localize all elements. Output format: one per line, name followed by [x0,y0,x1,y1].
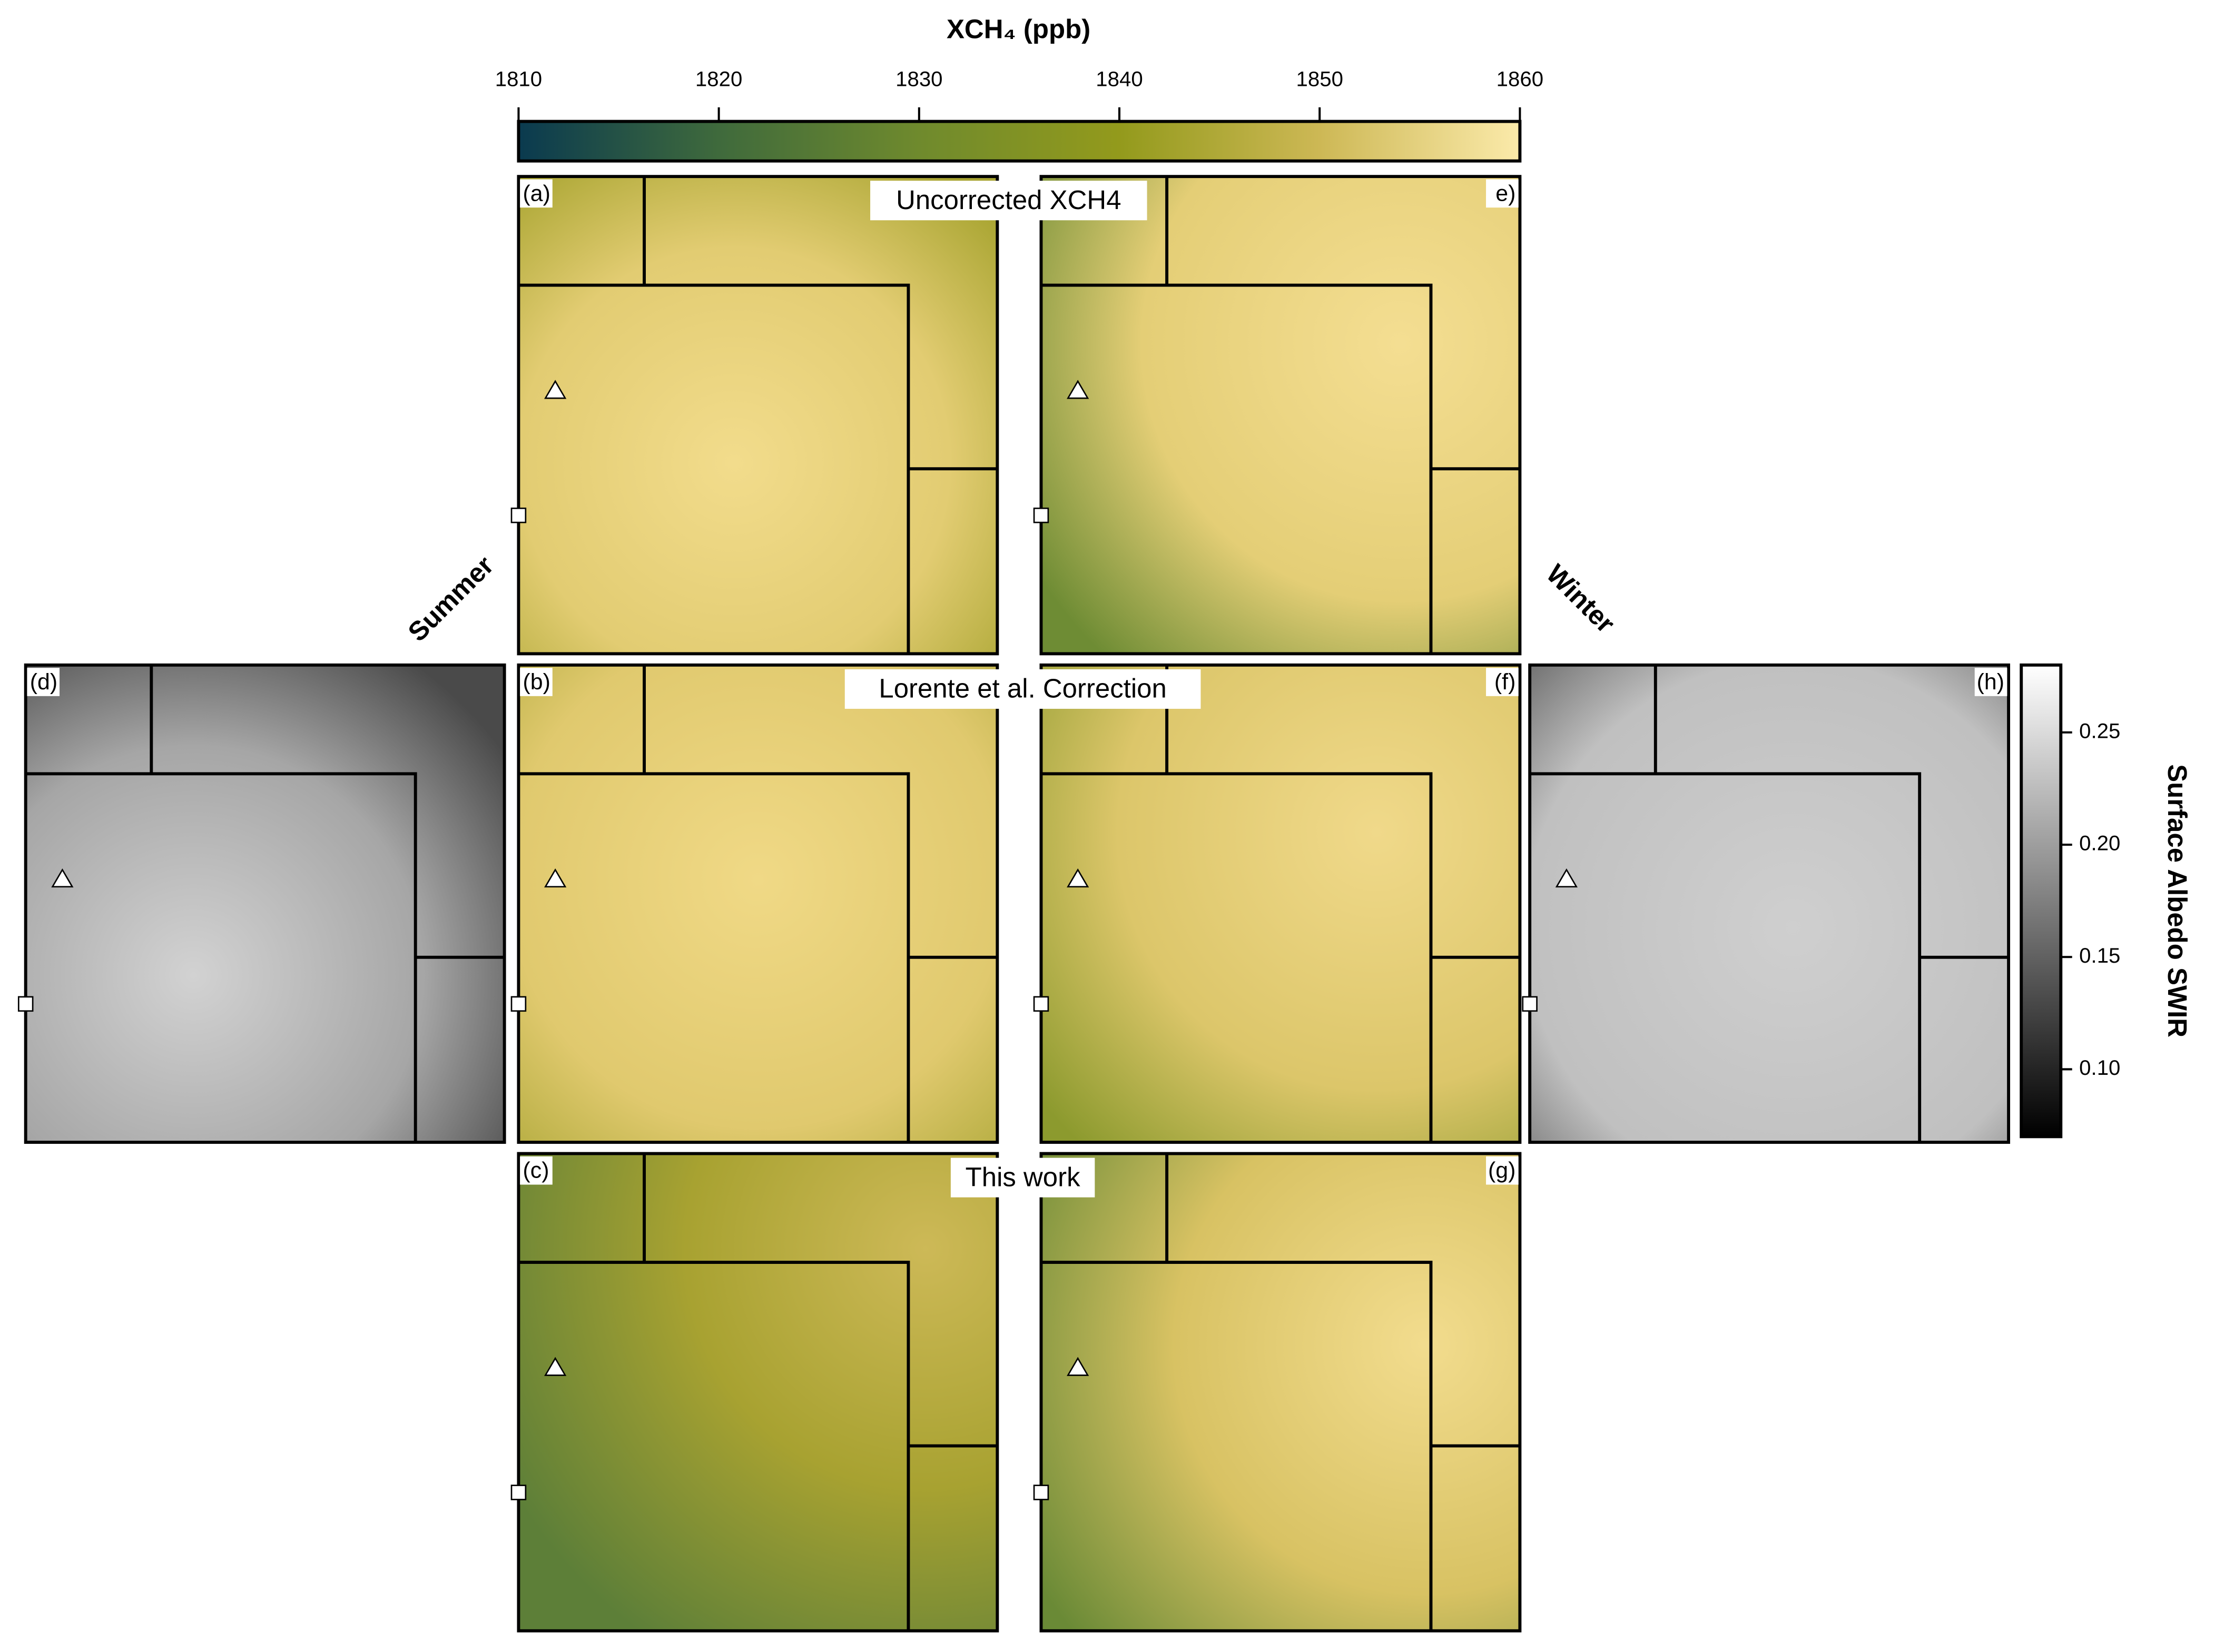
site-marker [1522,996,1538,1012]
season-label: Winter [1541,559,1621,639]
tick-label: 0.25 [2079,719,2120,743]
map-panel: (f) [1033,663,1522,1144]
panel-frame [1039,663,1522,1144]
map-panel: (h) [1522,663,2011,1144]
map-field [1041,176,1520,654]
panel-frame [1528,663,2011,1144]
label-box [520,1156,553,1185]
tick-label: 1810 [495,67,542,91]
site-marker [1555,868,1578,888]
panel-frame [1039,175,1522,656]
state-border [518,176,998,654]
title-box [844,669,1201,709]
site-marker [1033,507,1049,523]
site-marker [1067,380,1089,399]
panel-label: (c) [523,1158,549,1183]
map-field [1530,665,2009,1143]
colorbar-title: XCH₄ (ppb) [947,14,1090,44]
site-marker [1033,996,1049,1012]
label-box [1486,1156,1519,1185]
map-panel: (d) [17,663,506,1144]
panel-frame [517,663,999,1144]
label-box [520,668,553,696]
panel-label: e) [1495,181,1515,206]
map-field [518,665,998,1143]
panel-frame [24,663,506,1144]
map-panel: (g) [1033,1152,1522,1633]
site-marker [51,868,74,888]
panel-label: (h) [1977,669,2004,695]
map-panel: e) [1033,175,1522,656]
map-field [25,665,505,1143]
site-marker [1067,868,1089,888]
map-field [518,1153,998,1631]
map-panel: (c) [510,1152,999,1633]
site-marker [1067,1357,1089,1376]
tick-label: 1830 [895,67,942,91]
row-title: Lorente et al. Correction [879,674,1166,704]
site-marker [510,996,527,1012]
state-border [1530,665,2009,1143]
season-label: Summer [402,550,499,647]
site-marker [1033,1485,1049,1500]
label-box [27,668,60,696]
map-panel: (b) [510,663,999,1144]
panel-label: (g) [1488,1158,1515,1183]
state-border [518,1153,998,1631]
label-box [1486,179,1519,208]
site-marker [17,996,34,1012]
panel-frame [1039,1152,1522,1633]
tick-label: 0.15 [2079,944,2120,967]
panel-frame [517,1152,999,1633]
tick-label: 1850 [1296,67,1343,91]
tick-label: 1820 [695,67,742,91]
tick-label: 0.10 [2079,1056,2120,1080]
panel-label: (d) [30,669,57,695]
label-box [1974,668,2007,696]
label-box [1486,668,1519,696]
state-border [518,665,998,1143]
tick-label: 0.20 [2079,832,2120,855]
row-title: This work [966,1162,1080,1192]
label-box [520,179,553,208]
colorbar [2020,663,2063,1139]
map-field [1041,665,1520,1143]
site-marker [544,380,567,399]
title-box [870,181,1147,221]
title-box [950,1158,1095,1198]
site-marker [544,1357,567,1376]
colorbar-title: Surface Albedo SWIR [2162,764,2192,1037]
panel-label: (b) [523,669,550,695]
site-marker [544,868,567,888]
panel-label: (f) [1494,669,1515,695]
site-marker [510,1485,527,1500]
tick-label: 1840 [1096,67,1143,91]
state-border [1041,176,1520,654]
state-border [1041,1153,1520,1631]
map-field [518,176,998,654]
map-field [1041,1153,1520,1631]
state-border [25,665,505,1143]
map-panel: (a) [510,175,999,656]
colorbar [517,120,1522,163]
tick-label: 1860 [1497,67,1543,91]
panel-frame [517,175,999,656]
site-marker [510,507,527,523]
row-title: Uncorrected XCH4 [896,185,1121,215]
panel-label: (a) [523,181,550,206]
